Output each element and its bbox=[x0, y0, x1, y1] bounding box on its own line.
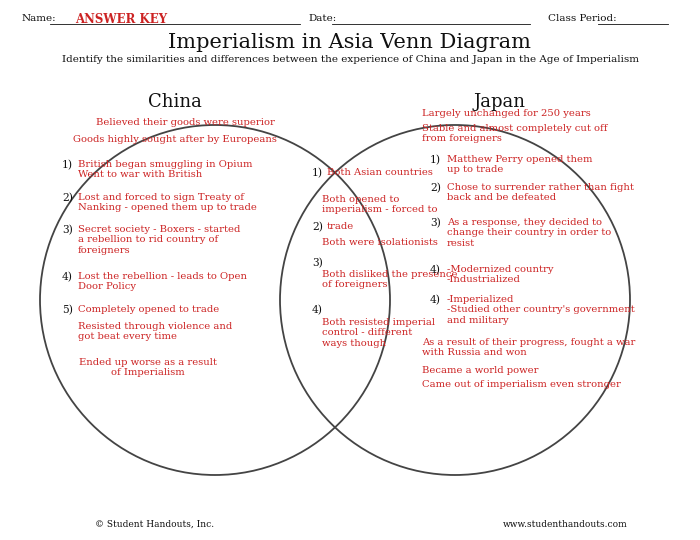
Text: 4): 4) bbox=[430, 265, 441, 275]
Text: 3): 3) bbox=[430, 218, 441, 228]
Text: ANSWER KEY: ANSWER KEY bbox=[75, 13, 167, 26]
Text: © Student Handouts, Inc.: © Student Handouts, Inc. bbox=[95, 520, 215, 529]
Text: Name:: Name: bbox=[22, 14, 57, 23]
Text: 4): 4) bbox=[312, 305, 323, 315]
Text: Both were isolationists: Both were isolationists bbox=[322, 238, 438, 247]
Text: 1): 1) bbox=[62, 160, 73, 170]
Text: trade: trade bbox=[327, 222, 354, 231]
Text: www.studenthandouts.com: www.studenthandouts.com bbox=[503, 520, 627, 529]
Text: 2): 2) bbox=[430, 183, 441, 193]
Text: Goods highly sought after by Europeans: Goods highly sought after by Europeans bbox=[73, 135, 277, 144]
Text: Matthew Perry opened them
up to trade: Matthew Perry opened them up to trade bbox=[447, 155, 592, 174]
Text: 1): 1) bbox=[312, 168, 323, 178]
Text: Lost and forced to sign Treaty of
Nanking - opened them up to trade: Lost and forced to sign Treaty of Nankin… bbox=[78, 193, 257, 212]
Text: Japan: Japan bbox=[474, 93, 526, 111]
Text: British began smuggling in Opium
Went to war with British: British began smuggling in Opium Went to… bbox=[78, 160, 253, 179]
Text: Identify the similarities and differences between the experience of China and Ja: Identify the similarities and difference… bbox=[62, 55, 638, 64]
Text: 4): 4) bbox=[62, 272, 73, 282]
Text: As a result of their progress, fought a war
with Russia and won: As a result of their progress, fought a … bbox=[422, 338, 636, 357]
Text: Both resisted imperial
control - different
ways though: Both resisted imperial control - differe… bbox=[322, 318, 435, 348]
Text: Resisted through violence and
got beat every time: Resisted through violence and got beat e… bbox=[78, 322, 232, 341]
Text: Came out of imperialism even stronger: Came out of imperialism even stronger bbox=[422, 380, 621, 389]
Text: Became a world power: Became a world power bbox=[422, 366, 538, 375]
Text: Class Period:: Class Period: bbox=[548, 14, 617, 23]
Text: 4): 4) bbox=[430, 295, 441, 305]
Text: Both disliked the presence
of foreigners: Both disliked the presence of foreigners bbox=[322, 270, 458, 289]
Text: 3): 3) bbox=[62, 225, 73, 235]
Text: Believed their goods were superior: Believed their goods were superior bbox=[96, 118, 274, 127]
Text: 3): 3) bbox=[312, 258, 323, 268]
Text: Stable and almost completely cut off
from foreigners: Stable and almost completely cut off fro… bbox=[422, 124, 608, 144]
Text: 2): 2) bbox=[312, 222, 323, 232]
Text: Imperialism in Asia Venn Diagram: Imperialism in Asia Venn Diagram bbox=[169, 33, 531, 52]
Text: 1): 1) bbox=[430, 155, 441, 165]
Text: Lost the rebellion - leads to Open
Door Policy: Lost the rebellion - leads to Open Door … bbox=[78, 272, 247, 292]
Text: Chose to surrender rather than fight
back and be defeated: Chose to surrender rather than fight bac… bbox=[447, 183, 634, 202]
Text: Ended up worse as a result
of Imperialism: Ended up worse as a result of Imperialis… bbox=[79, 358, 217, 377]
Text: Largely unchanged for 250 years: Largely unchanged for 250 years bbox=[422, 109, 591, 118]
Text: Both opened to
imperialism - forced to: Both opened to imperialism - forced to bbox=[322, 195, 438, 214]
Text: Both Asian countries: Both Asian countries bbox=[327, 168, 433, 177]
Text: Completely opened to trade: Completely opened to trade bbox=[78, 305, 219, 314]
Text: Date:: Date: bbox=[308, 14, 336, 23]
Text: 5): 5) bbox=[62, 305, 73, 315]
Text: -Modernized country
-Industrialized: -Modernized country -Industrialized bbox=[447, 265, 554, 285]
Text: China: China bbox=[148, 93, 202, 111]
Text: -Imperialized
-Studied other country's government
and military: -Imperialized -Studied other country's g… bbox=[447, 295, 635, 325]
Text: 2): 2) bbox=[62, 193, 73, 204]
Text: As a response, they decided to
change their country in order to
resist: As a response, they decided to change th… bbox=[447, 218, 611, 248]
Text: Secret society - Boxers - started
a rebellion to rid country of
foreigners: Secret society - Boxers - started a rebe… bbox=[78, 225, 240, 255]
